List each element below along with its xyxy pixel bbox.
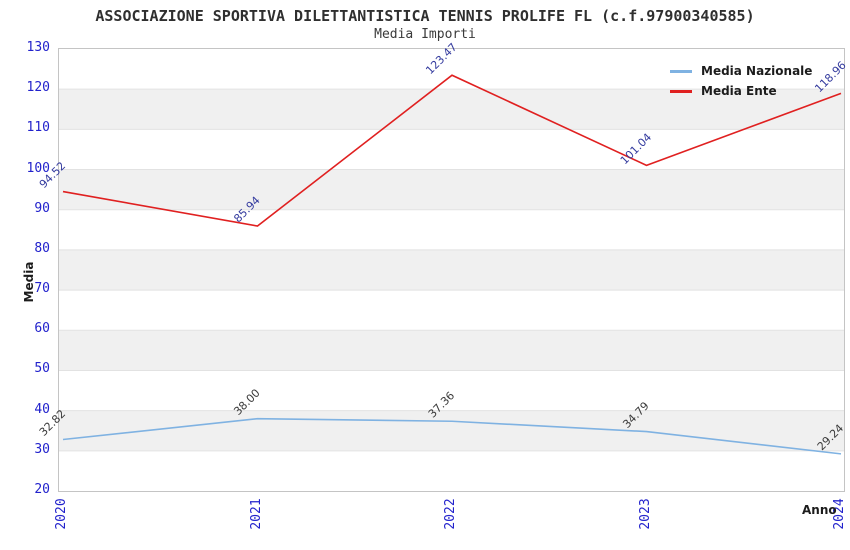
plot-band	[59, 129, 844, 170]
legend-item-media-ente: Media Ente	[670, 81, 812, 101]
plot-band	[59, 450, 844, 491]
chart-subtitle: Media Importi	[374, 27, 476, 42]
plot-band	[59, 370, 844, 411]
legend-swatch	[670, 89, 692, 93]
y-tick-label: 80	[34, 240, 50, 256]
plot-band	[59, 209, 844, 250]
y-tick-label: 120	[26, 80, 50, 96]
legend-label: Media Ente	[701, 84, 777, 98]
y-tick-label: 110	[26, 120, 50, 136]
legend-label: Media Nazionale	[701, 64, 813, 78]
plot-band	[59, 249, 844, 291]
y-tick-label: 20	[34, 482, 50, 497]
x-tick-label: 2022	[443, 498, 458, 530]
legend: Media Nazionale Media Ente	[670, 61, 812, 101]
plot-band	[59, 89, 844, 130]
plot-band	[59, 410, 844, 451]
y-tick-label: 130	[26, 40, 50, 55]
series-line-media-ente	[62, 74, 842, 227]
y-tick-label: 90	[34, 200, 50, 216]
plot-band	[59, 49, 844, 90]
plot-band	[59, 330, 844, 371]
series-line-media-nazionale	[62, 417, 842, 455]
plot-band	[59, 290, 844, 331]
y-tick-label: 100	[26, 160, 50, 176]
x-tick-label: 2021	[248, 498, 264, 530]
y-tick-label: 60	[34, 321, 50, 337]
y-tick-label: 30	[34, 441, 50, 457]
plot-area: 32.82 38.00 37.36 34.79 29.24 94.52 85.94 123.4…	[37, 41, 849, 492]
y-tick-label: 50	[34, 361, 50, 377]
x-axis-label: Anno	[802, 503, 837, 517]
chart-title: ASSOCIAZIONE SPORTIVA DILETTANTISTICA TE…	[95, 7, 755, 25]
y-tick-label: 40	[34, 401, 50, 417]
x-tick-label: 2023	[637, 498, 653, 530]
legend-item-media-nazionale: Media Nazionale	[670, 61, 812, 81]
plot-band	[59, 169, 844, 210]
legend-swatch	[670, 69, 692, 73]
x-tick-label: 2020	[54, 498, 69, 530]
y-tick-label: 70	[34, 281, 50, 297]
